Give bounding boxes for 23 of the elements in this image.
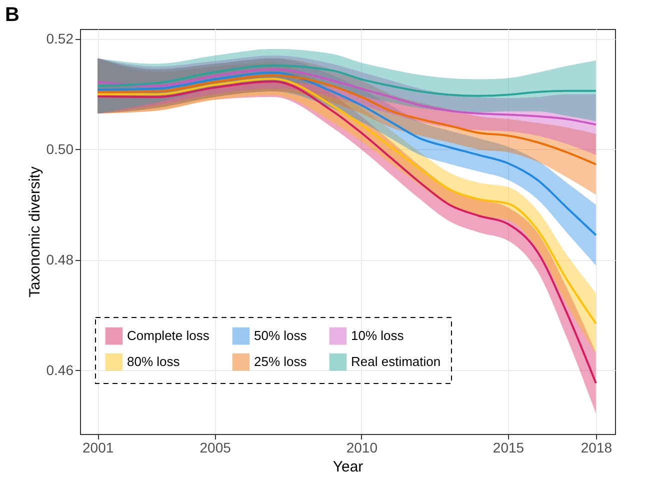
x-axis-title: Year [332,458,364,476]
x-tick-label: 2001 [82,440,114,456]
line-series [96,72,597,236]
y-tick-label: 0.48 [46,251,74,268]
y-tick-label: 0.52 [46,30,74,46]
line-series [96,78,597,324]
line-series [96,68,597,126]
x-tick-label: 2015 [492,440,524,456]
line-series [96,74,597,166]
chart-title: B [5,4,20,26]
legend-label: 10% loss [351,328,404,344]
x-tick-label: 2010 [346,440,378,456]
legend-label: Complete loss [127,328,210,344]
x-tick-label: 2018 [580,440,612,456]
y-axis-title: Taxonomic diversity [26,166,44,298]
legend-label: 50% loss [254,328,308,344]
line-series [96,64,597,97]
y-tick-label: 0.50 [46,140,74,157]
x-tick-label: 2005 [200,440,232,456]
legend-label: 80% loss [127,354,180,369]
legend-label: Real estimation [351,354,441,369]
y-tick-label: 0.46 [46,362,74,378]
legend-label: 25% loss [254,354,308,369]
